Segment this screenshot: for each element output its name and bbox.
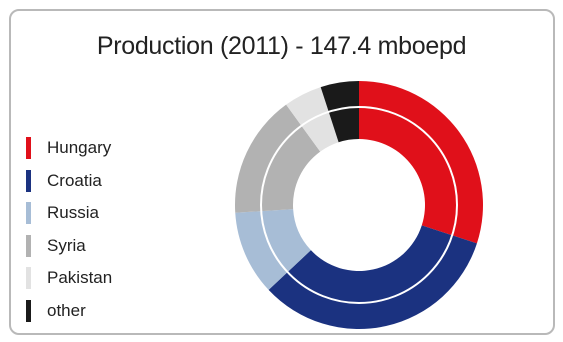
- outer-edge-ring: [232, 78, 486, 332]
- legend-swatch: [26, 267, 31, 290]
- legend-label: Russia: [47, 203, 99, 223]
- legend-item-croatia: Croatia: [26, 165, 112, 198]
- chart-title: Production (2011) - 147.4 mboepd: [96, 32, 467, 60]
- legend-swatch: [26, 299, 31, 322]
- legend-item-russia: Russia: [26, 197, 112, 230]
- legend-label: Hungary: [47, 138, 112, 158]
- legend-swatch: [26, 169, 31, 192]
- legend-item-pakistan: Pakistan: [26, 262, 112, 295]
- legend-label: Syria: [47, 235, 86, 255]
- donut-slices: [235, 81, 483, 329]
- legend-label: other: [47, 300, 86, 320]
- slice-russia: [235, 209, 311, 290]
- legend-label: Pakistan: [47, 268, 113, 288]
- legend-swatch: [26, 234, 31, 257]
- legend-item-hungary: Hungary: [26, 132, 112, 165]
- slice-syria: [235, 104, 321, 213]
- inner-divider-ring: [260, 106, 458, 304]
- legend-item-other: other: [26, 295, 112, 328]
- slice-hungary: [359, 81, 483, 244]
- legend-swatch: [26, 202, 31, 225]
- slice-croatia: [268, 225, 477, 329]
- legend-swatch: [26, 137, 31, 160]
- chart-legend: Hungary Croatia Russia Syria Pakistan other: [26, 132, 112, 327]
- slice-other: [320, 81, 359, 143]
- legend-label: Croatia: [47, 170, 102, 190]
- legend-item-syria: Syria: [26, 230, 112, 263]
